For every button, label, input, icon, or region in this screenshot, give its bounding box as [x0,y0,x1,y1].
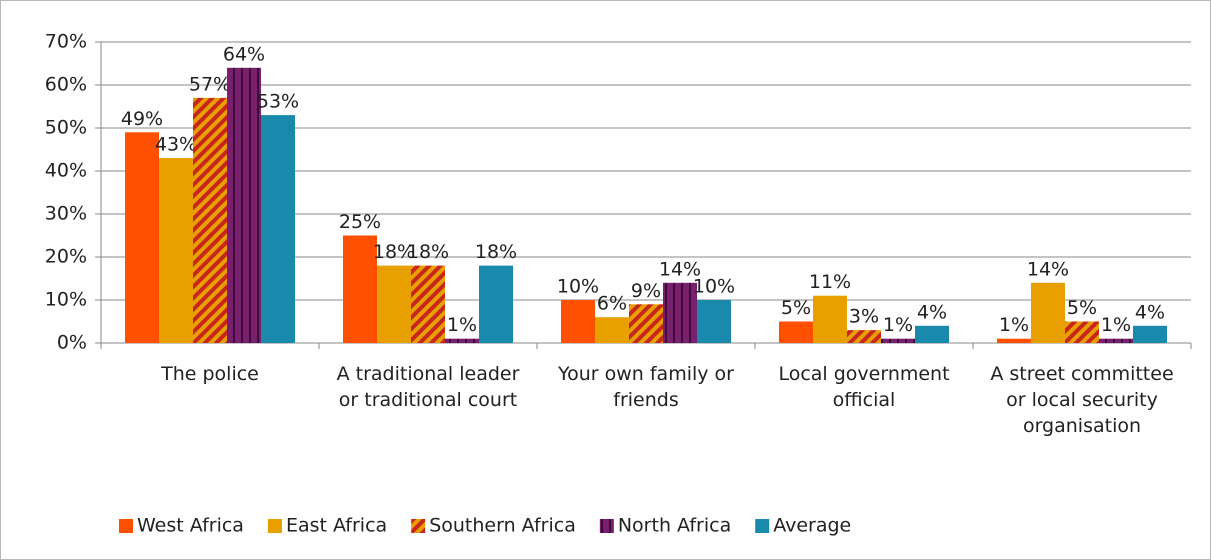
data-label: 25% [339,211,381,233]
data-label: 53% [257,91,299,113]
bar [561,300,595,343]
legend-label: Southern Africa [429,515,576,537]
data-label: 4% [1135,301,1165,323]
x-tick-label: A street committee or local security org… [990,363,1174,437]
bar [377,265,411,343]
bar [997,338,1031,343]
legend-label: North Africa [618,515,731,537]
bar [1099,338,1133,343]
y-tick-label: 60% [45,74,87,96]
data-label: 4% [917,301,947,323]
data-label: 43% [155,134,197,156]
y-tick-label: 0% [57,332,87,354]
x-tick-label: The police [161,363,259,385]
bar [479,265,513,343]
bar [915,325,949,343]
bar [261,115,295,343]
bar [1065,321,1099,343]
bar [697,300,731,343]
y-tick-label: 50% [45,117,87,139]
bar [663,282,697,343]
data-label: 1% [883,314,913,336]
bar [847,330,881,343]
data-label: 6% [597,293,627,315]
bar [227,67,261,344]
data-label: 3% [849,306,879,328]
data-label: 14% [659,258,701,280]
data-label: 5% [781,297,811,319]
bar [343,235,377,343]
legend-swatch [267,519,282,533]
x-tick-label: A traditional leader or traditional cour… [336,363,520,411]
data-label: 1% [1101,314,1131,336]
data-label: 11% [809,271,851,293]
y-tick-label: 70% [45,31,87,53]
legend-label: East Africa [286,515,387,537]
bar [411,265,445,343]
y-tick-label: 10% [45,289,87,311]
x-tick-label: Local government official [778,363,950,411]
data-label: 1% [447,314,477,336]
bar [1133,325,1167,343]
data-label: 10% [557,276,599,298]
bar [629,304,663,343]
legend-label: Average [773,515,851,537]
bar [813,295,847,343]
legend-label: West Africa [137,515,244,537]
legend-swatch [599,519,614,533]
bar [159,158,193,343]
bar [595,317,629,343]
bar [1031,282,1065,343]
data-label: 64% [223,43,265,65]
legend-swatch [119,519,133,533]
data-label: 10% [693,276,735,298]
data-label: 5% [1067,297,1097,319]
bar [779,321,813,343]
bar [125,132,159,343]
data-label: 18% [407,241,449,263]
bar [193,97,227,344]
y-tick-label: 20% [45,246,87,268]
data-label: 18% [475,241,517,263]
x-tick-label: Your own family or friends [558,363,734,411]
data-label: 18% [373,241,415,263]
data-label: 1% [999,314,1029,336]
data-label: 14% [1027,258,1069,280]
legend-swatch [755,519,770,533]
bar [881,338,915,343]
y-tick-label: 40% [45,160,87,182]
bar [445,338,479,343]
data-label: 57% [189,73,231,95]
data-label: 9% [631,280,661,302]
y-tick-label: 30% [45,203,87,225]
legend-swatch [411,519,426,533]
data-label: 49% [121,108,163,130]
